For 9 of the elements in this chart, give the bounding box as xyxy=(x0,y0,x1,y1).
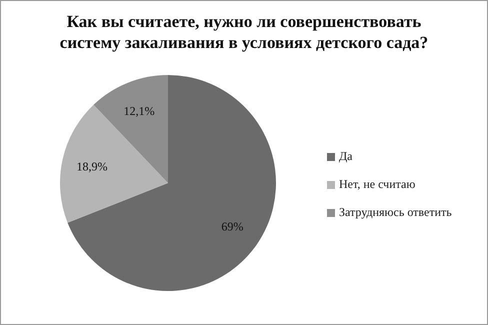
data-label: 18,9% xyxy=(76,159,108,174)
chart-title: Как вы считаете, нужно ли совершенствовать систему закаливания в условиях детского сада? xyxy=(58,11,430,53)
data-label: 12,1% xyxy=(124,104,155,118)
legend-label: Затрудняюсь ответить xyxy=(339,205,452,219)
pie-slice xyxy=(68,75,276,291)
pie-slice xyxy=(60,104,168,223)
data-label: 69% xyxy=(221,220,244,234)
legend-label: Да xyxy=(339,149,353,163)
legend-label: Нет, не считаю xyxy=(339,177,416,191)
